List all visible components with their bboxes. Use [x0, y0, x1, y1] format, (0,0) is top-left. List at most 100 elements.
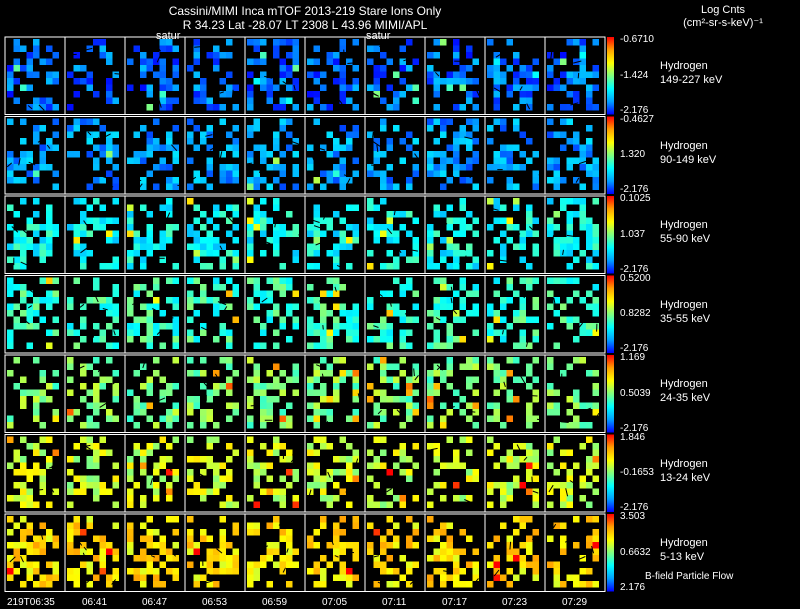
- flow-vector: [112, 379, 119, 385]
- heatmap-cell: [200, 263, 207, 270]
- flow-vector: [132, 300, 141, 306]
- heatmap-cell: [427, 224, 434, 231]
- heatmap-cell: [532, 303, 539, 310]
- flow-vector: [516, 444, 521, 452]
- heatmap-cell: [427, 555, 434, 562]
- heatmap-cell: [193, 542, 200, 549]
- heatmap-cell: [326, 177, 333, 184]
- heatmap-cell: [393, 183, 400, 190]
- heatmap-cell: [367, 263, 374, 270]
- heatmap-cell: [213, 581, 220, 588]
- heatmap-cell: [260, 144, 267, 151]
- heatmap-cell: [532, 561, 539, 568]
- heatmap-cell: [80, 256, 87, 263]
- heatmap-cell: [80, 383, 87, 390]
- heatmap-cell: [560, 58, 567, 65]
- heatmap-cell: [440, 581, 447, 588]
- heatmap-cell: [172, 342, 179, 349]
- heatmap-cell: [286, 284, 293, 291]
- heatmap-cell: [433, 316, 440, 323]
- heatmap-cell: [307, 164, 314, 171]
- heatmap-cell: [586, 581, 593, 588]
- heatmap-cell: [200, 97, 207, 104]
- heatmap-cell: [352, 555, 359, 562]
- heatmap-cell: [466, 469, 473, 476]
- heatmap-cell: [253, 475, 260, 482]
- flow-vector: [450, 174, 458, 182]
- heatmap-cell: [159, 144, 166, 151]
- heatmap-cell: [33, 568, 40, 575]
- heatmap-cell: [159, 389, 166, 396]
- heatmap-cell: [279, 39, 286, 46]
- heatmap-cell: [187, 516, 194, 523]
- heatmap-cell: [560, 177, 567, 184]
- heatmap-cell: [532, 243, 539, 250]
- heatmap-cell: [153, 323, 160, 330]
- heatmap-cell: [247, 58, 254, 65]
- heatmap-cell: [46, 297, 53, 304]
- heatmap-cell: [67, 125, 74, 132]
- heatmap-cell: [433, 211, 440, 218]
- heatmap-cell: [380, 376, 387, 383]
- heatmap-cell: [433, 383, 440, 390]
- heatmap-cell: [500, 297, 507, 304]
- heatmap-cell: [33, 97, 40, 104]
- heatmap-cell: [26, 84, 33, 91]
- heatmap-cell: [26, 475, 33, 482]
- heatmap-cell: [399, 555, 406, 562]
- heatmap-cell: [532, 495, 539, 502]
- heatmap-cell: [320, 183, 327, 190]
- heatmap-cell: [339, 177, 346, 184]
- heatmap-cell: [412, 138, 419, 145]
- heatmap-cell: [213, 58, 220, 65]
- heatmap-cell: [352, 409, 359, 416]
- heatmap-cell: [352, 396, 359, 403]
- heatmap-cell: [532, 574, 539, 581]
- heatmap-cell: [200, 224, 207, 231]
- heatmap-cell: [307, 389, 314, 396]
- heatmap-cell: [346, 224, 353, 231]
- heatmap-cell: [592, 323, 599, 330]
- heatmap-cell: [393, 71, 400, 78]
- flow-vector: [353, 71, 360, 79]
- heatmap-cell: [127, 250, 134, 257]
- heatmap-cell: [380, 535, 387, 542]
- heatmap-cell: [346, 97, 353, 104]
- heatmap-cell: [346, 370, 353, 377]
- flow-vector: [290, 203, 297, 208]
- heatmap-cell: [20, 177, 27, 184]
- heatmap-cell: [172, 303, 179, 310]
- heatmap-cell: [187, 329, 194, 336]
- heatmap-cell: [586, 323, 593, 330]
- heatmap-cell: [412, 290, 419, 297]
- heatmap-cell: [106, 323, 113, 330]
- heatmap-cell: [112, 183, 119, 190]
- heatmap-cell: [320, 230, 327, 237]
- heatmap-cell: [320, 104, 327, 111]
- flow-vector: [94, 294, 99, 303]
- heatmap-cell: [427, 151, 434, 158]
- heatmap-cell: [13, 58, 20, 65]
- heatmap-cell: [127, 303, 134, 310]
- heatmap-cell: [326, 336, 333, 343]
- heatmap-cell: [440, 277, 447, 284]
- heatmap-cell: [273, 52, 280, 59]
- heatmap-cell: [532, 415, 539, 422]
- flow-vector: [570, 169, 576, 176]
- heatmap-cell: [459, 297, 466, 304]
- heatmap-cell: [260, 58, 267, 65]
- heatmap-cell: [592, 488, 599, 495]
- heatmap-cell: [213, 475, 220, 482]
- flow-vector: [221, 69, 230, 74]
- heatmap-cell: [13, 65, 20, 72]
- heatmap-cell: [566, 363, 573, 370]
- heatmap-cell: [466, 376, 473, 383]
- heatmap-cell: [93, 475, 100, 482]
- heatmap-cell: [500, 243, 507, 250]
- heatmap-cell: [313, 217, 320, 224]
- flow-vector: [336, 97, 343, 105]
- flow-vector: [571, 88, 580, 91]
- heatmap-cell: [146, 529, 153, 536]
- heatmap-cell: [46, 71, 53, 78]
- flow-vector: [387, 228, 393, 235]
